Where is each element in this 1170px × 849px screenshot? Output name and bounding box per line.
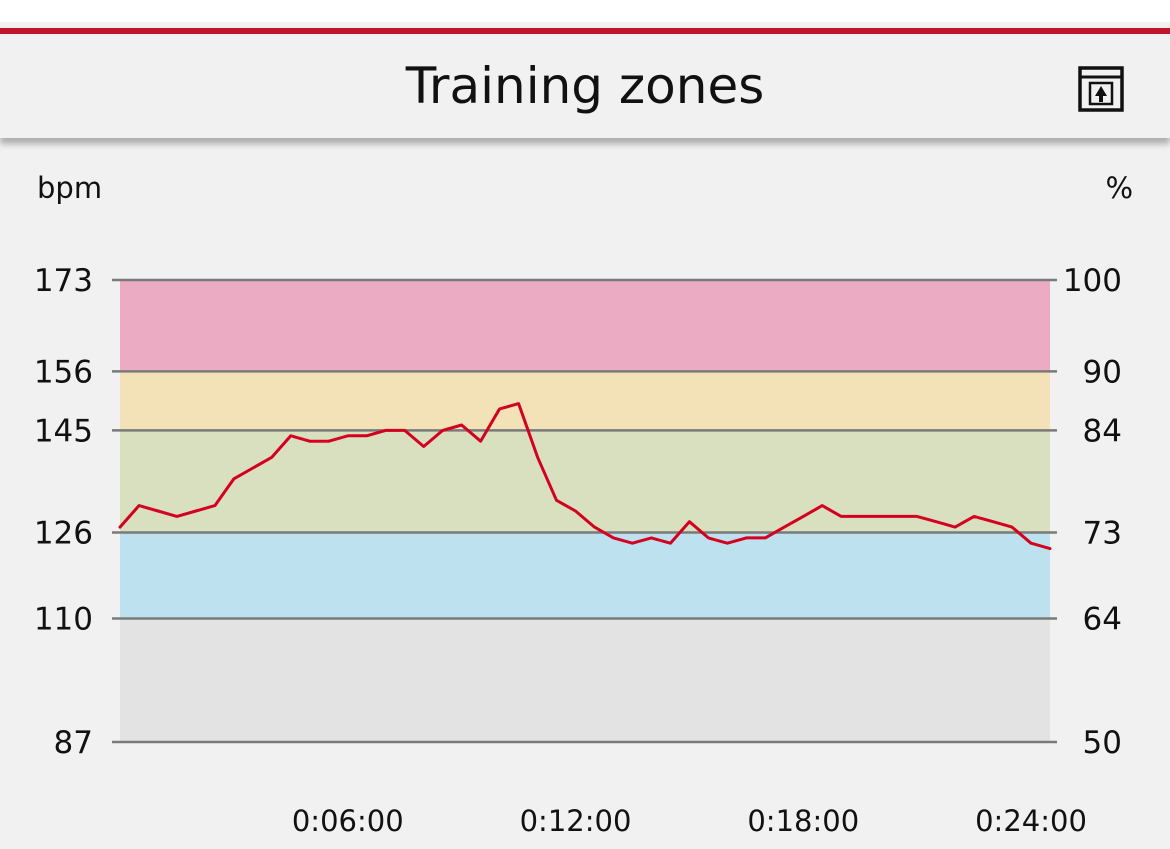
y-tick-left: 156 [34, 354, 93, 390]
y-tick-left: 126 [34, 515, 93, 551]
zone-band-4 [120, 371, 1050, 431]
zone-band-1 [120, 618, 1050, 742]
header: Training zones [0, 34, 1170, 138]
chart-area: 87 110 126 145 156 173 50 64 73 84 90 100 bpm% 0:06:0… [0, 140, 1170, 845]
y-tick-right: 90 [1083, 354, 1122, 390]
accent-bar [0, 28, 1170, 34]
export-button[interactable] [1076, 64, 1126, 114]
y-tick-left: 110 [34, 601, 93, 637]
right-axis-unit: % [1105, 171, 1133, 205]
x-tick-label: 0:12:00 [520, 804, 632, 838]
x-tick-label: 0:18:00 [747, 804, 859, 838]
training-zones-chart: 87 110 126 145 156 173 50 64 73 84 90 100 bpm % 0:06:0… [34, 171, 1133, 838]
status-strip [0, 0, 1170, 22]
y-tick-right: 73 [1083, 515, 1122, 551]
y-tick-right: 64 [1083, 601, 1122, 637]
x-tick-label: 0:06:00 [292, 804, 404, 838]
page-title: Training zones [405, 57, 765, 115]
y-tick-right: 100 [1063, 263, 1122, 299]
y-tick-right: 50 [1083, 725, 1122, 761]
left-axis-unit: bpm [37, 171, 102, 205]
heart-rate-line [118, 402, 1052, 551]
y-tick-left: 145 [34, 413, 93, 449]
y-tick-right: 84 [1083, 413, 1122, 449]
x-tick-label: 0:24:00 [975, 804, 1087, 838]
zone-band-5 [120, 280, 1050, 372]
y-tick-left: 87 [54, 725, 93, 761]
export-share-icon [1078, 66, 1124, 112]
y-tick-left: 173 [34, 263, 93, 299]
zone-band-2 [120, 532, 1050, 619]
